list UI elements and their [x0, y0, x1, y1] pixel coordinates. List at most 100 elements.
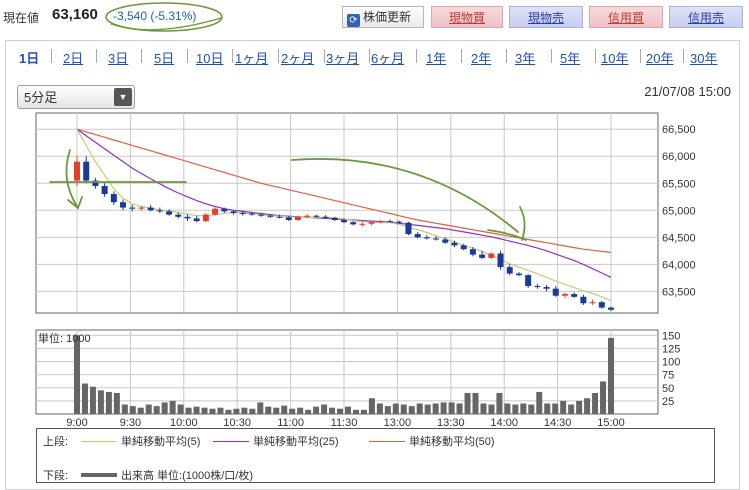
volume-bar: [512, 404, 519, 414]
price-tick-label: 64,000: [662, 259, 696, 271]
current-price-label: 現在値: [3, 11, 40, 25]
price-tick-label: 64,500: [662, 232, 696, 244]
tab-10d[interactable]: 10日: [196, 51, 224, 66]
axis-labels: 9:00 9:30 10:00 10:30 11:00 11:30 13:00 13:30 14…: [66, 124, 695, 429]
volume-bar: [265, 406, 272, 414]
x-tick-label: 11:30: [331, 417, 358, 429]
volume-bar: [472, 393, 479, 414]
candle-body: [129, 207, 136, 209]
volume-bar: [233, 408, 240, 414]
chevron-down-icon: ▼: [114, 88, 132, 106]
cash-buy-button[interactable]: 現物買: [431, 6, 503, 28]
legend-ma5-label: 単純移動平均(5): [121, 436, 201, 448]
volume-bar: [289, 408, 296, 414]
volume-bar: [584, 398, 591, 414]
volume-bar: [424, 404, 431, 414]
x-tick-label: 11:00: [277, 417, 304, 429]
interval-select-value: 5分足: [24, 90, 58, 105]
period-tabs: 1日 2日 3日 5日 10日 1ヶ月 2ヶ月 3ヶ月 6ヶ月 1年 2年 3年…: [5, 40, 740, 71]
candle-body: [147, 207, 154, 211]
price-change: -3,540 (-5.31%): [113, 9, 197, 23]
tab-5y[interactable]: 5年: [560, 51, 581, 66]
candle-body: [387, 221, 394, 223]
volume-bar: [193, 406, 200, 414]
volume-bar: [281, 405, 288, 414]
chart-legend: 上段: 単純移動平均(5) 単純移動平均(25) 単純移動平均(50) 下段: …: [36, 428, 715, 483]
candle-body: [341, 220, 347, 223]
candle-body: [515, 273, 522, 276]
volume-bars: [74, 335, 614, 414]
volume-bar: [225, 409, 232, 414]
volume-bar: [432, 403, 439, 414]
x-tick-label: 13:30: [437, 417, 465, 429]
candle-body: [589, 302, 596, 304]
tab-5d[interactable]: 5日: [154, 51, 175, 66]
tab-3d[interactable]: 3日: [108, 51, 129, 66]
candle-body: [350, 222, 357, 225]
tab-6m[interactable]: 6ヶ月: [371, 51, 405, 66]
candle-body: [120, 202, 127, 208]
tab-1d[interactable]: 1日: [19, 51, 40, 66]
margin-buy-button[interactable]: 信用買: [589, 6, 663, 28]
tab-30y[interactable]: 30年: [690, 51, 718, 66]
cash-sell-button[interactable]: 現物売: [509, 6, 583, 28]
candle-body: [92, 180, 99, 186]
candle-body: [497, 253, 504, 268]
legend-ma5: 単純移動平均(5): [77, 433, 200, 449]
candle-body: [479, 254, 486, 258]
tab-2m[interactable]: 2ヶ月: [281, 51, 315, 66]
volume-bar: [201, 407, 208, 414]
tab-20y[interactable]: 20年: [646, 51, 674, 66]
legend-volume-label: 出来高 単位:(1000株/口/枚): [121, 470, 254, 482]
tab-3y[interactable]: 3年: [515, 51, 536, 66]
current-price: 63,160: [52, 6, 98, 23]
tab-3m[interactable]: 3ヶ月: [326, 51, 360, 66]
volume-bar: [352, 409, 359, 414]
candle-body: [571, 294, 578, 297]
candle-body: [396, 221, 403, 223]
volume-tick-label: 75: [662, 370, 674, 382]
candle-body: [267, 215, 274, 217]
volume-bar: [81, 383, 88, 414]
candle-body: [561, 294, 568, 296]
chart-datetime: 21/07/08 15:00: [644, 84, 731, 99]
tab-2d[interactable]: 2日: [63, 51, 84, 66]
tab-1m[interactable]: 1ヶ月: [235, 51, 269, 66]
volume-bar: [496, 393, 503, 414]
volume-bar: [169, 400, 176, 414]
tab-2y[interactable]: 2年: [471, 51, 492, 66]
handwritten-annotations: [49, 149, 527, 241]
volume-bar: [480, 403, 487, 414]
candle-body: [433, 238, 440, 240]
interval-select[interactable]: 5分足 ▼: [17, 85, 135, 109]
candle-body: [598, 302, 605, 308]
volume-bar: [576, 400, 583, 414]
volume-bar: [121, 404, 128, 414]
volume-bar: [528, 404, 535, 414]
volume-bar: [321, 404, 328, 414]
tab-1y[interactable]: 1年: [426, 51, 447, 66]
candle-body: [488, 253, 495, 258]
volume-bar: [552, 403, 559, 414]
candle-body: [294, 216, 301, 221]
refresh-icon: ⟳: [347, 14, 360, 27]
price-grid: [35, 112, 659, 314]
refresh-price-button[interactable]: ⟳ 株価更新: [342, 6, 424, 28]
candle-body: [184, 216, 191, 219]
volume-bar: [305, 409, 312, 414]
volume-bar: [504, 403, 511, 414]
volume-plot-frame: [35, 329, 659, 415]
volume-tick-label: 125: [662, 343, 680, 355]
legend-lower-label: 下段:: [43, 470, 69, 482]
candle-body: [525, 275, 532, 286]
candle-body: [377, 221, 384, 223]
tab-10y[interactable]: 10年: [601, 51, 629, 66]
candle-body: [442, 239, 449, 243]
volume-bar: [89, 386, 96, 414]
margin-sell-button[interactable]: 信用売: [669, 6, 743, 28]
candle-body: [322, 216, 329, 218]
volume-bar: [97, 390, 104, 414]
volume-bar: [568, 404, 575, 414]
candle-body: [230, 211, 237, 213]
volume-bar: [337, 408, 344, 414]
